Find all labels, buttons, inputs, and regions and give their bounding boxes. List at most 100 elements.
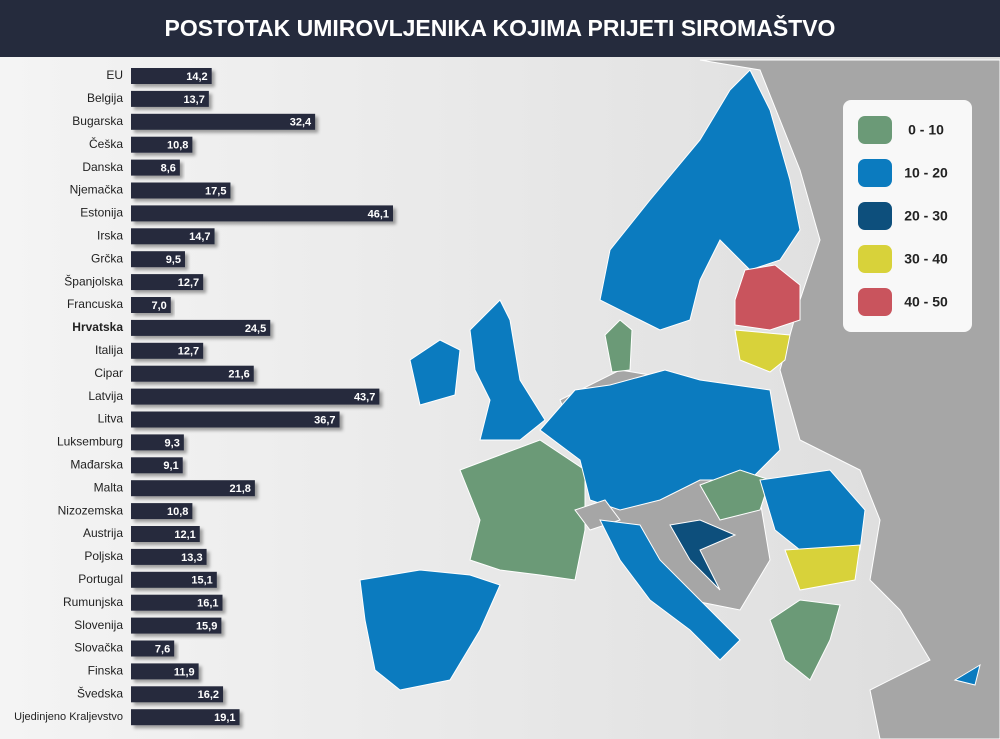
category-label: Grčka [91, 251, 123, 265]
value-label: 14,2 [186, 71, 207, 83]
category-label: Mađarska [70, 457, 123, 471]
legend-label: 40 - 50 [904, 294, 948, 310]
category-label: Latvija [88, 389, 123, 403]
value-label: 16,2 [198, 689, 219, 701]
category-label: Portugal [78, 572, 123, 586]
value-label: 7,6 [155, 643, 170, 655]
value-label: 9,5 [166, 254, 181, 266]
category-label: Irska [97, 228, 123, 242]
value-label: 32,4 [290, 117, 312, 129]
category-label: Njemačka [70, 183, 124, 197]
category-label: Bugarska [72, 114, 123, 128]
value-label: 15,1 [191, 575, 212, 587]
bar [131, 594, 223, 611]
value-label: 43,7 [354, 392, 375, 404]
bar [131, 480, 255, 497]
value-label: 21,6 [228, 369, 249, 381]
bar [131, 457, 183, 474]
category-label: Poljska [84, 549, 123, 563]
value-label: 16,1 [197, 598, 218, 610]
bar [131, 90, 209, 107]
value-label: 12,1 [174, 529, 195, 541]
bar [131, 205, 393, 222]
legend-swatch [858, 116, 892, 144]
legend-swatch [858, 245, 892, 273]
value-label: 9,3 [165, 437, 180, 449]
value-label: 12,7 [178, 277, 199, 289]
category-label: Danska [82, 160, 123, 174]
bar [131, 136, 193, 153]
value-label: 13,3 [181, 552, 202, 564]
bar [131, 182, 231, 199]
bar [131, 686, 224, 703]
legend-box [843, 100, 972, 332]
bar [131, 68, 212, 84]
scandinavia [599, 69, 801, 331]
category-label: Austrija [83, 526, 123, 540]
bar [131, 113, 316, 130]
value-label: 15,9 [196, 621, 217, 633]
value-label: 17,5 [205, 185, 226, 197]
category-label: Litva [98, 412, 124, 426]
uk [469, 299, 546, 441]
bar [131, 228, 215, 245]
category-label: Češka [89, 136, 123, 151]
bar [131, 640, 175, 657]
denmark [604, 319, 633, 373]
value-label: 14,7 [189, 231, 210, 243]
bar [131, 709, 240, 726]
legend-swatch [858, 288, 892, 316]
central-europe [539, 369, 781, 511]
category-label: Finska [88, 664, 124, 678]
bulgaria [784, 544, 861, 591]
baltics-red [734, 264, 801, 331]
bar [131, 319, 271, 336]
category-label: Švedska [77, 685, 123, 700]
category-label: Estonija [80, 206, 123, 220]
value-label: 19,1 [214, 712, 235, 724]
category-label: Italija [95, 343, 123, 357]
romania [759, 469, 866, 551]
legend-label: 20 - 30 [904, 208, 948, 224]
category-label: Francuska [67, 297, 123, 311]
bar [131, 411, 340, 428]
value-label: 21,8 [229, 483, 250, 495]
iberia [359, 569, 501, 691]
category-label: Ujedinjeno Kraljevstvo [14, 711, 123, 723]
value-label: 13,7 [183, 94, 204, 106]
bar [131, 571, 217, 588]
italy [599, 519, 741, 661]
bar [131, 617, 222, 634]
value-label: 11,9 [174, 666, 195, 678]
greece [769, 599, 841, 681]
category-label: Cipar [94, 366, 123, 380]
bar [131, 159, 180, 176]
bar [131, 548, 207, 565]
bar [131, 526, 200, 542]
value-label: 24,5 [245, 323, 266, 335]
value-label: 12,7 [178, 346, 199, 358]
value-label: 9,1 [163, 460, 178, 472]
category-label: Slovenija [74, 618, 123, 632]
chart-title: POSTOTAK UMIROVLJENIKA KOJIMA PRIJETI SI… [165, 14, 836, 41]
category-label: EU [106, 68, 123, 82]
france [459, 439, 586, 581]
lithuania [734, 329, 791, 373]
value-label: 7,0 [151, 300, 166, 312]
bar [131, 342, 204, 359]
bar [131, 663, 199, 680]
ireland [409, 339, 461, 406]
croatia [669, 519, 737, 591]
bar [131, 297, 171, 313]
legend-label: 10 - 20 [904, 165, 948, 181]
bar [131, 503, 193, 520]
bar [131, 434, 184, 451]
category-label: Hrvatska [72, 320, 123, 334]
category-label: Luksemburg [57, 435, 123, 449]
bar [131, 251, 185, 268]
bar [131, 388, 380, 405]
category-label: Španjolska [64, 273, 123, 288]
value-label: 46,1 [368, 208, 389, 220]
legend-swatch [858, 202, 892, 230]
